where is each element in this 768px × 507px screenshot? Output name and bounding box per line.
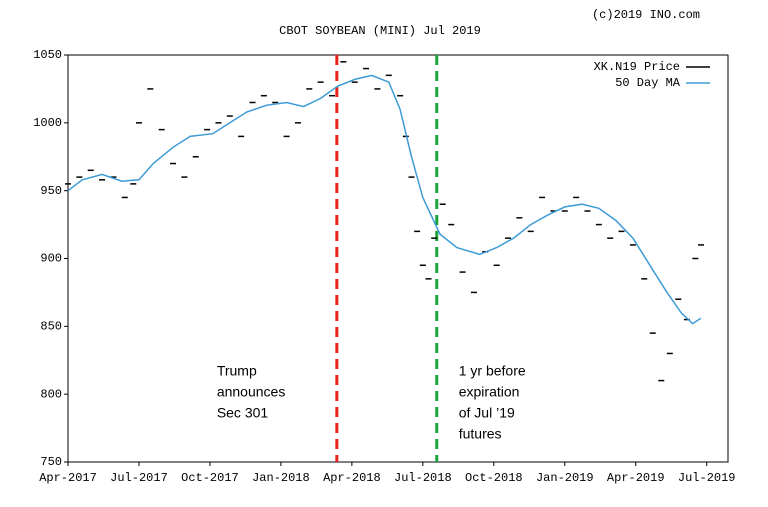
x-tick-label: Apr-2017 (39, 471, 97, 485)
x-tick-label: Oct-2018 (465, 471, 523, 485)
event-note: futures (459, 426, 502, 442)
legend-label: 50 Day MA (615, 76, 681, 90)
event-note: expiration (459, 384, 520, 400)
plot-frame (67, 54, 729, 463)
x-tick-label: Jul-2017 (110, 471, 168, 485)
event-note: announces (217, 384, 286, 400)
y-tick-label: 1000 (33, 116, 62, 130)
x-tick-label: Apr-2019 (607, 471, 665, 485)
legend-label: XK.N19 Price (594, 60, 680, 74)
event-note: Sec 301 (217, 405, 269, 421)
y-tick-label: 750 (40, 455, 62, 469)
event-note: Trump (217, 363, 257, 379)
ma-line (67, 74, 702, 325)
y-tick-label: 900 (40, 252, 62, 266)
chart-title: CBOT SOYBEAN (MINI) Jul 2019 (279, 24, 481, 38)
x-tick-label: Oct-2017 (181, 471, 239, 485)
x-tick-label: Jan-2019 (536, 471, 594, 485)
y-tick-label: 800 (40, 387, 62, 401)
x-tick-label: Jul-2018 (394, 471, 452, 485)
y-tick-label: 850 (40, 320, 62, 334)
y-tick-label: 950 (40, 184, 62, 198)
x-tick-label: Apr-2018 (323, 471, 381, 485)
event-note: 1 yr before (459, 363, 526, 379)
event-note: of Jul ’19 (459, 405, 515, 421)
credit: (c)2019 INO.com (592, 8, 700, 22)
x-tick-label: Jul-2019 (678, 471, 736, 485)
x-tick-label: Jan-2018 (252, 471, 310, 485)
y-tick-label: 1050 (33, 48, 62, 62)
